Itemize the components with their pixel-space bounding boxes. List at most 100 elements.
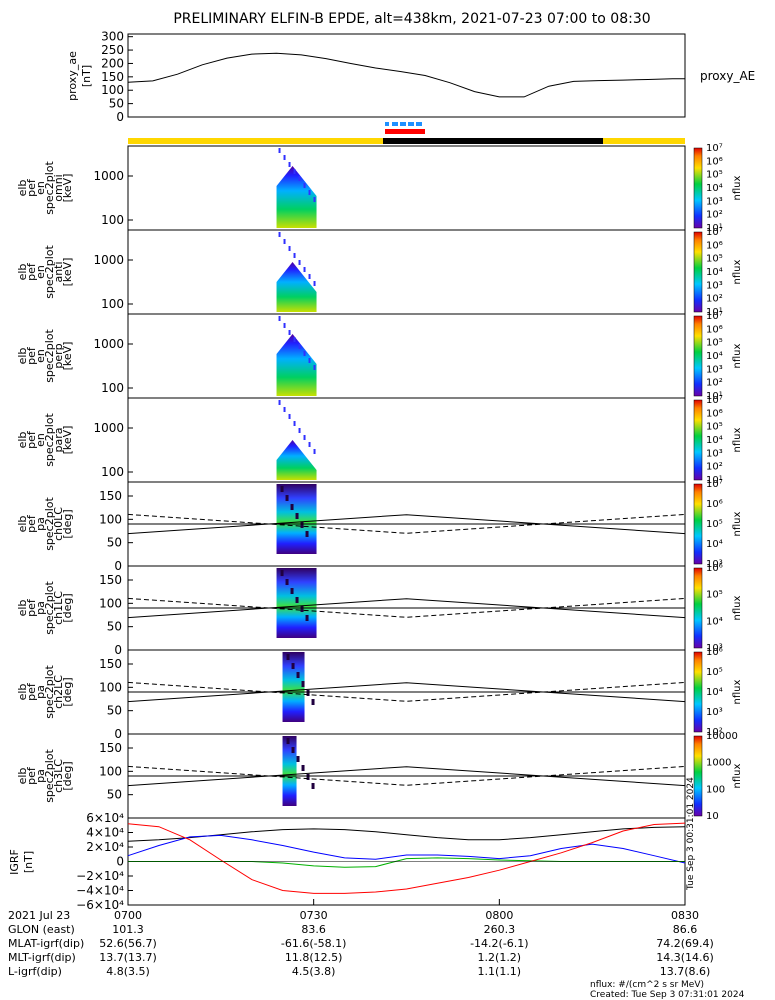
spectrogram-data-cell [283,407,286,412]
colorbar [693,399,703,481]
colorbar-tick-label: 10⁵ [706,519,723,530]
igrf-ytick-label: 0 [116,855,124,869]
spectrogram-panel-6: elbpefpaspec2plotch1LC[deg]05010015010³1… [16,563,743,657]
x-tick-label: 0800 [485,909,513,922]
x-tick-label: 0700 [114,909,142,922]
panel-ylabel: pa [34,769,47,783]
spectrogram-data-cell [295,597,299,603]
colorbar-tick-label: 10¹ [706,391,723,402]
blue-dash-2 [392,122,398,126]
ephem-value: 11.8(12.5) [285,951,343,964]
ephem-row-label: GLON (east) [8,923,75,936]
colorbar-tick-label: 10⁵ [706,170,723,181]
spectrogram-data-cell [280,486,284,492]
spectrogram-data-cell [298,260,301,265]
panel-ytick-label: 50 [107,704,122,718]
colorbar-tick-label: 10⁵ [706,590,723,601]
colorbar [693,315,703,397]
colorbar-tick-label: 10⁵ [706,338,723,349]
igrf-ytick-label: −2×10⁴ [76,869,124,883]
panel-ytick-label: 1000 [93,421,124,435]
colorbar-tick-label: 10⁶ [706,647,723,658]
panel-ylabel: en [34,181,47,195]
panel-ylabel: elb [16,600,29,617]
spectrogram-data-cell [301,765,305,771]
red-bar [385,129,425,134]
spectrogram-data-cell [283,155,286,160]
panel-ytick-label: 1000 [93,253,124,267]
colorbar-tick-label: 10⁵ [706,254,723,265]
blue-dash-5 [416,122,422,126]
panel-ytick-label: 0 [114,559,122,573]
panel-ytick-label: 0 [114,727,122,741]
ephem-value: 1.1(1.1) [478,965,522,978]
loss-cone-line [127,766,686,787]
colorbar [693,147,703,229]
ephem-value: 260.3 [484,923,516,936]
colorbar-tick-label: 10⁵ [706,422,723,433]
panel-ylabel: [deg] [61,761,74,790]
panel-frame [127,145,686,231]
panel-ylabel: ch3LC [52,759,65,793]
panel-ylabel: pef [25,178,38,197]
colorbar-tick-label: 10² [706,210,723,221]
panel-ytick-label: 50 [107,788,122,802]
panel-ylabel: ch1LC [52,591,65,625]
panel-ylabel: [keV] [61,426,74,455]
panel-ylabel: spec2plot [43,581,56,635]
panel-ylabel: elb [16,684,29,701]
panel-ylabel: elb [16,348,29,365]
spectrogram-data-cell [308,358,311,363]
panel-ytick-label: 50 [107,536,122,550]
panel-ylabel: omni [52,174,65,201]
colorbar-tick-label: 10⁶ [706,240,723,251]
ephem-date: 2021 Jul 23 [8,909,70,922]
spectrogram-data-cell [293,253,296,258]
colorbar-tick-label: 10⁵ [706,667,723,678]
loss-cone-line [127,598,686,619]
panel-ytick-label: 150 [99,573,122,587]
spectrogram-data-cell [298,176,301,181]
colorbar-tick-label: 10⁶ [706,156,723,167]
spectrogram-data-cell [280,570,284,576]
proxy-ae-legend: proxy_AE [700,69,755,83]
colorbar-tick-label: 10⁷ [706,395,723,406]
igrf-line-1 [127,826,686,842]
colorbar-tick-label: 10³ [706,280,723,291]
colorbar-tick-label: 10² [706,378,723,389]
spectrogram-data [276,440,317,480]
igrf-line-3 [128,857,685,868]
panel-frame [127,397,686,483]
ephem-value: -14.2(-6.1) [470,937,529,950]
colorbar-tick-label: 10⁶ [706,324,723,335]
panel-ylabel: en [34,265,47,279]
panel-ylabel: ch0LC [52,507,65,541]
panel-ylabel: spec2plot [43,497,56,551]
spectrogram-data-cell [308,274,311,279]
spectrogram-data-cell [278,148,281,153]
panel-ylabel: para [52,428,65,453]
igrf-ylabel-2: [nT] [22,851,35,873]
chart-title: PRELIMINARY ELFIN-B EPDE, alt=438km, 202… [173,11,650,27]
panel-ytick-label: 150 [99,489,122,503]
spectrogram-data-cell [301,681,305,687]
x-tick-label: 0730 [300,909,328,922]
colorbar-tick-label: 10⁴ [706,687,723,698]
colorbar-tick-label: 10000 [706,731,738,742]
spectrogram-data-cell [286,738,290,744]
panel-ytick-label: 1000 [93,169,124,183]
panel-ylabel: pef [25,262,38,281]
spectrogram-data-cell [296,756,300,762]
spectrogram-data-cell [290,588,294,594]
panel-ytick-label: 0 [114,643,122,657]
spectrogram-data-cell [288,330,291,335]
colorbar-tick-label: 10⁴ [706,183,723,194]
colorbar-label: nflux [732,259,743,284]
panel-ylabel: spec2plot [43,665,56,719]
spectrogram-data-cell [278,232,281,237]
spectrogram-data-cell [293,169,296,174]
